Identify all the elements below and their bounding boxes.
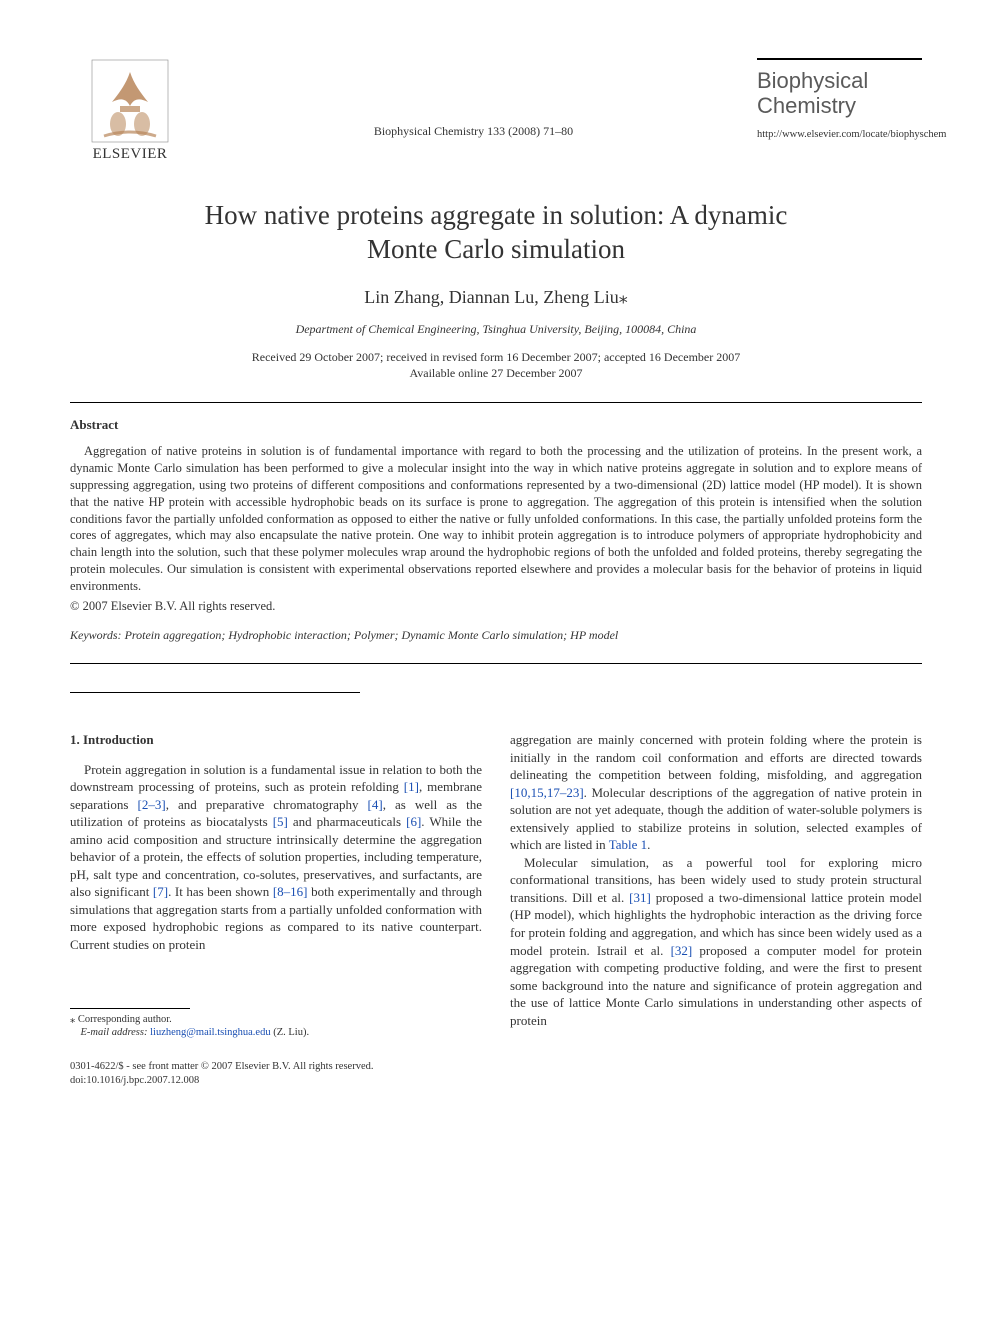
reference-link[interactable]: [7] [153,884,168,899]
reference-link[interactable]: [4] [368,797,383,812]
corresponding-footnote: ⁎ Corresponding author. E-mail address: … [70,1013,482,1040]
reference-link[interactable]: [1] [404,779,419,794]
section-1-heading: 1. Introduction [70,731,482,749]
footnote-corresponding: Corresponding author. [78,1014,172,1025]
abstract-heading: Abstract [70,417,922,433]
reference-link[interactable]: [2–3] [138,797,166,812]
footnote-mark-icon: ⁎ [70,1013,75,1025]
abstract-paragraph: Aggregation of native proteins in soluti… [70,443,922,595]
abstract-text: Aggregation of native proteins in soluti… [70,443,922,595]
footnote-email-label: E-mail address: [81,1027,148,1038]
authors: Lin Zhang, Diannan Lu, Zheng Liu⁎ [70,287,922,308]
dates-line2: Available online 27 December 2007 [409,366,582,380]
keywords-label: Keywords: [70,628,122,642]
authors-list: Lin Zhang, Diannan Lu, Zheng Liu [364,287,618,307]
column-right: aggregation are mainly concerned with pr… [510,731,922,1088]
footer-meta: 0301-4622/$ - see front matter © 2007 El… [70,1060,482,1088]
divider-short [70,692,360,693]
keywords: Keywords: Protein aggregation; Hydrophob… [70,628,922,643]
title-line1: How native proteins aggregate in solutio… [205,200,788,230]
journal-title-line2: Chemistry [757,93,856,118]
article-title: How native proteins aggregate in solutio… [70,199,922,267]
footer-line1: 0301-4622/$ - see front matter © 2007 El… [70,1061,373,1072]
corresponding-mark-icon: ⁎ [619,287,628,307]
reference-link[interactable]: [8–16] [273,884,308,899]
article-dates: Received 29 October 2007; received in re… [70,349,922,383]
abstract-copyright: © 2007 Elsevier B.V. All rights reserved… [70,599,922,614]
reference-link[interactable]: [10,15,17–23] [510,785,584,800]
reference-link[interactable]: [5] [273,814,288,829]
col2-paragraph-1: aggregation are mainly concerned with pr… [510,731,922,854]
journal-title: Biophysical Chemistry [757,68,922,119]
column-left: 1. Introduction Protein aggregation in s… [70,731,482,1088]
page-header: ELSEVIER Biophysical Chemistry 133 (2008… [70,58,922,163]
keywords-text: Protein aggregation; Hydrophobic interac… [125,628,619,642]
col1-paragraph: Protein aggregation in solution is a fun… [70,761,482,954]
reference-link[interactable]: Table 1 [609,837,647,852]
dates-line1: Received 29 October 2007; received in re… [252,350,740,364]
divider-top [70,402,922,403]
journal-reference: Biophysical Chemistry 133 (2008) 71–80 [190,124,757,139]
affiliation: Department of Chemical Engineering, Tsin… [70,322,922,337]
footnote-email-tail: (Z. Liu). [273,1027,309,1038]
reference-link[interactable]: [32] [671,943,693,958]
publisher-name: ELSEVIER [93,146,168,163]
footnote-rule [70,1008,190,1009]
journal-title-block: Biophysical Chemistry http://www.elsevie… [757,58,922,140]
col2-paragraph-2: Molecular simulation, as a powerful tool… [510,854,922,1029]
body-columns: 1. Introduction Protein aggregation in s… [70,731,922,1088]
reference-link[interactable]: [31] [629,890,651,905]
elsevier-logo-icon [90,58,170,144]
journal-url[interactable]: http://www.elsevier.com/locate/biophysch… [757,129,922,140]
journal-title-rule [757,58,922,60]
footnote-email[interactable]: liuzheng@mail.tsinghua.edu [150,1027,270,1038]
divider-bottom [70,663,922,664]
footer-doi: doi:10.1016/j.bpc.2007.12.008 [70,1075,199,1086]
center-header: Biophysical Chemistry 133 (2008) 71–80 [190,58,757,139]
reference-link[interactable]: [6] [406,814,421,829]
publisher-block: ELSEVIER [70,58,190,163]
title-line2: Monte Carlo simulation [367,234,625,264]
journal-title-line1: Biophysical [757,68,868,93]
